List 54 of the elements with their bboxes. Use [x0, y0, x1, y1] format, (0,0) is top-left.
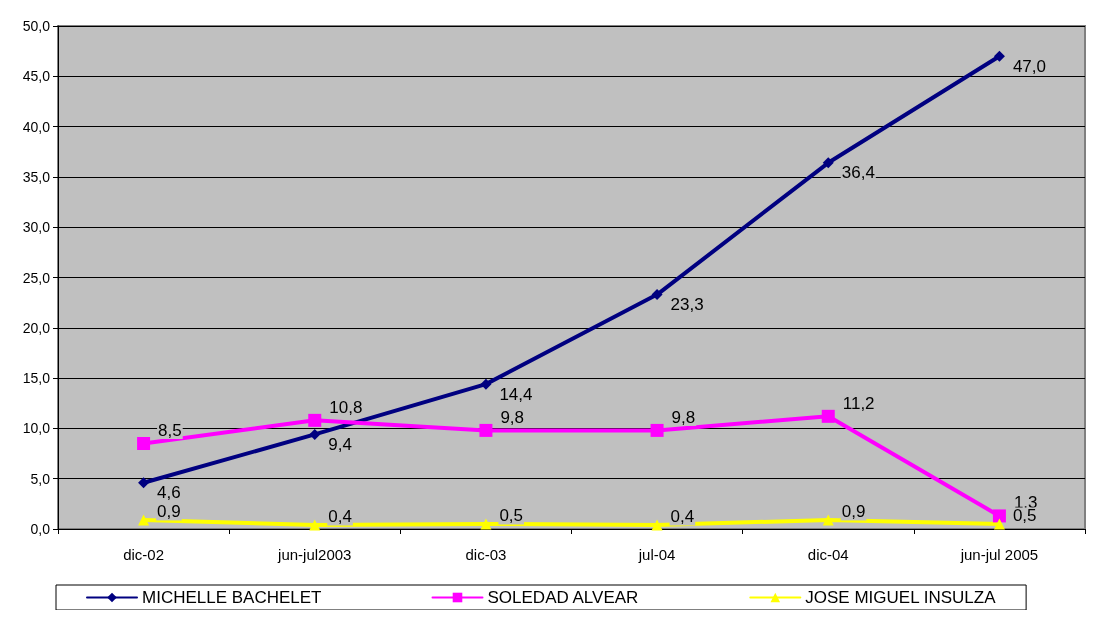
point: [479, 423, 493, 437]
y-tick-label: 45,0: [22, 68, 51, 85]
point: [821, 409, 835, 423]
y-tick-label: 40,0: [22, 118, 51, 135]
legend-label: JOSE MIGUEL INSULZA: [805, 588, 997, 607]
data-label: 0,4: [328, 507, 352, 527]
point: [138, 477, 150, 489]
y-tick-label: 10,0: [22, 420, 51, 437]
data-label: 10,8: [329, 397, 363, 417]
data-label: 11,2: [842, 393, 875, 413]
point: [822, 157, 834, 169]
data-label: 9,4: [328, 434, 352, 454]
legend-label: MICHELLE BACHELET: [142, 588, 322, 607]
point: [822, 514, 834, 526]
data-label: 8,5: [158, 420, 182, 440]
point: [480, 378, 492, 390]
data-label: 14,4: [499, 384, 533, 404]
data-label: 36,4: [841, 163, 875, 183]
data-label: 9,8: [671, 407, 696, 427]
y-tick-label: 20,0: [22, 319, 51, 336]
y-tick-label: 50,0: [22, 18, 51, 34]
y-tick-label: 25,0: [22, 269, 51, 286]
x-tick-label: jun-jul 2005: [959, 546, 1039, 563]
y-tick-label: 0,0: [30, 521, 51, 537]
point: [993, 518, 1005, 530]
point: [138, 514, 150, 526]
data-label: 0,9: [841, 502, 866, 522]
data-label: 23,3: [670, 295, 704, 315]
y-tick-label: 35,0: [22, 168, 51, 185]
x-tick-label: dic-04: [807, 546, 849, 563]
point: [993, 50, 1005, 62]
point: [309, 519, 321, 531]
y-tick-label: 15,0: [22, 370, 51, 387]
data-label: 0,5: [499, 506, 524, 526]
y-tick-label: 30,0: [22, 219, 51, 236]
x-tick-label: dic-02: [123, 546, 165, 563]
x-tick-label: jul-04: [637, 546, 676, 563]
data-label: 47,0: [1012, 56, 1047, 76]
x-tick-label: jun-jul2003: [277, 546, 352, 563]
y-tick-label: 5,0: [30, 470, 51, 487]
point: [309, 428, 321, 440]
point: [480, 518, 492, 530]
point: [651, 289, 663, 301]
data-label: 4,6: [157, 483, 181, 503]
point: [308, 413, 322, 427]
data-label: 0,9: [157, 502, 181, 522]
point: [992, 509, 1006, 523]
legend-label: SOLEDAD ALVEAR: [487, 588, 639, 607]
data-label: 0,4: [670, 507, 695, 527]
x-tick-label: dic-03: [465, 546, 507, 563]
point: [137, 436, 151, 450]
point: [650, 423, 664, 437]
point: [651, 519, 663, 531]
data-label: 9,8: [500, 407, 525, 427]
